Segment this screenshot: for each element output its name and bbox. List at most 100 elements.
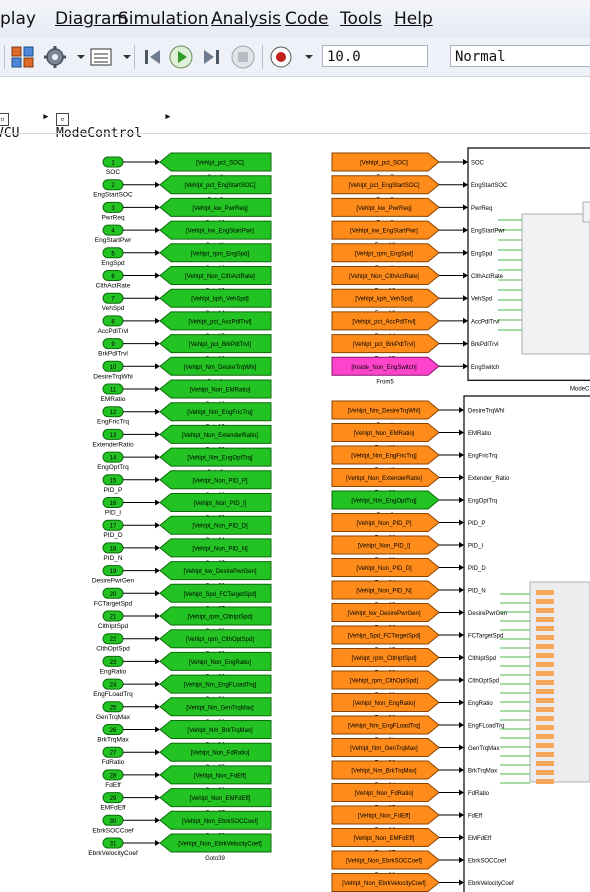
inport-block[interactable]: 1 SOC [102,156,160,176]
inport-block[interactable]: 13 ExtenderRatio [92,428,160,448]
stop-time-input[interactable]: 10.0 [322,45,428,67]
goto-shape[interactable] [159,311,272,331]
goto-shape[interactable] [159,765,272,785]
chevron-down-icon[interactable] [296,44,322,70]
inport-block[interactable]: 26 BrkTrqMax [97,724,160,744]
from-shape[interactable] [331,648,440,667]
model-explorer-icon[interactable] [10,44,36,70]
goto-shape[interactable] [159,538,272,558]
inport-block[interactable]: 2 EngStartSOC [93,179,160,199]
from-shape[interactable] [331,266,440,285]
from-shape[interactable] [331,513,440,532]
from-shape[interactable] [331,738,440,757]
chevron-down-icon[interactable] [114,44,140,70]
model-canvas[interactable]: 1 SOC 2 EngStartSOC 3 PwrReq 4 EngStartPwr 5 EngS… [0,134,590,892]
goto-shape[interactable] [159,697,272,717]
from-block[interactable]: [Vehlpt_Nm_GenTrqMax]From32GenTrqMax [331,738,499,767]
inport-block[interactable]: 17 PID_D [102,519,160,539]
goto-shape[interactable] [159,515,272,535]
from-block[interactable]: [Vehlpt_Non_ClthActRate]From12ClthActRat… [331,266,504,295]
from-shape[interactable] [331,760,440,780]
inport-block[interactable]: 5 EngSpd [101,247,160,267]
goto-shape[interactable] [159,651,272,671]
goto-shape[interactable] [159,402,272,422]
from-shape[interactable] [331,311,440,331]
step-back-icon[interactable] [140,44,166,70]
simulation-mode-select[interactable]: Normal [450,45,590,67]
menu-tools[interactable]: Tools [340,9,382,29]
from-shape[interactable] [331,468,440,487]
from-shape[interactable] [331,535,440,555]
from-shape[interactable] [331,873,440,892]
inport-block[interactable]: 18 PID_N [102,542,160,562]
menu-diagram[interactable]: Diagram [55,9,128,29]
goto-shape[interactable] [159,810,272,830]
from-shape[interactable] [331,693,440,712]
goto-shape[interactable] [159,356,272,376]
from-shape[interactable] [331,625,440,645]
inport-block[interactable]: 22 ClthOptSpd [96,633,160,653]
goto-shape[interactable] [159,424,272,444]
from-block[interactable]: [Vehlpt_Non_EbrkVelocityCoef]From39EbrkV… [331,873,514,892]
inport-block[interactable]: 20 FCTargetSpd [94,587,160,607]
goto-shape[interactable] [159,561,272,581]
menu-display[interactable]: play [0,9,36,29]
inport-block[interactable]: 14 EngOptTrq [97,451,160,471]
from-shape[interactable] [331,334,440,354]
from-shape[interactable] [331,490,440,510]
goto-shape[interactable] [159,788,272,808]
goto-shape[interactable] [159,220,272,240]
inport-block[interactable]: 19 DesirePwrGen [92,565,160,585]
inport-block[interactable]: 9 BrkPdlTrvl [98,338,160,358]
goto-shape[interactable] [159,493,272,512]
from-shape[interactable] [331,445,440,465]
menu-help[interactable]: Help [394,9,433,29]
from-block[interactable]: [Vehlpt_rpm_ClthOptSpd]From29ClthOptSpd [331,670,499,699]
goto-shape[interactable] [159,833,272,853]
inport-block[interactable]: 24 EngFLoadTrq [93,678,160,698]
goto-shape[interactable] [159,175,272,195]
from-shape[interactable] [331,805,440,825]
inport-block[interactable]: 28 FdEff [102,769,160,789]
goto-shape[interactable] [159,742,272,762]
from-block[interactable]: [Inside_Non_EngSwitch] From5 EngSwitch [331,356,499,385]
from-shape[interactable] [331,603,440,622]
stop-icon[interactable] [230,44,256,70]
goto-shape[interactable] [159,152,272,172]
goto-shape[interactable] [159,674,272,694]
menu-analysis[interactable]: Analysis [211,9,282,29]
goto-shape[interactable] [159,583,272,603]
step-forward-icon[interactable] [198,44,224,70]
from-shape[interactable] [331,220,440,240]
inport-block[interactable]: 21 ClthIptSpd [98,610,160,630]
inport-block[interactable]: 4 EngStartPwr [95,224,160,244]
inport-block[interactable]: 25 GenTrqMax [96,701,160,721]
from-shape[interactable] [331,558,440,577]
goto-shape[interactable] [159,629,272,649]
goto-shape[interactable] [159,470,272,490]
goto-shape[interactable] [159,266,272,285]
inport-block[interactable]: 16 PID_I [102,497,160,517]
from-shape[interactable] [331,715,440,735]
from-block[interactable]: [Vehlpt_Nm_DesireTrqWhl]From1DesireTrqWh… [331,400,504,429]
from-shape[interactable] [331,152,440,172]
goto-shape[interactable] [159,447,272,467]
goto-shape[interactable] [159,243,272,263]
inport-block[interactable]: 3 PwrReq [101,201,160,221]
chevron-down-icon[interactable] [68,44,94,70]
goto-shape[interactable] [159,334,272,354]
gear-icon[interactable] [42,44,68,70]
from-shape[interactable] [331,400,440,420]
inport-block[interactable]: 7 VehSpd [102,292,160,312]
inport-block[interactable]: 12 EngFricTrq [97,406,160,426]
inport-block[interactable]: 31 EbrkVelocityCoef [88,837,160,857]
from-shape[interactable] [331,356,440,376]
inport-block[interactable]: 29 EMFdEff [100,792,160,812]
from-shape[interactable] [331,197,440,217]
inport-block[interactable]: 8 AccPdlTrvl [98,315,160,335]
from-shape[interactable] [331,175,440,195]
model-config-icon[interactable] [88,44,114,70]
inport-block[interactable]: 23 EngRatio [100,655,160,675]
goto-shape[interactable] [159,288,272,308]
inport-block[interactable]: 6 ClthActRate [96,270,160,290]
